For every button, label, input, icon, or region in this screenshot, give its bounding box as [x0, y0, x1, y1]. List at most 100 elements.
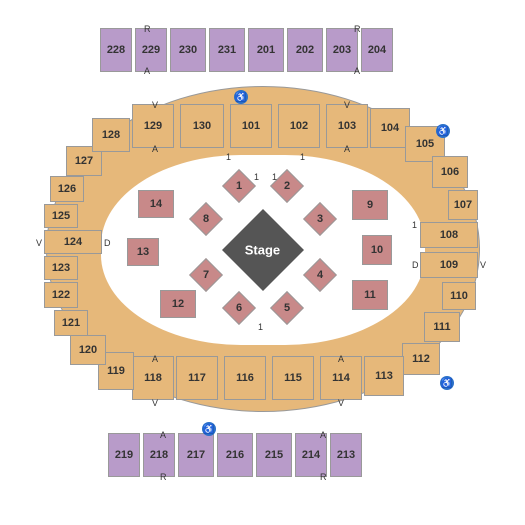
section-label: 121: [62, 317, 80, 329]
section-label: 114: [332, 372, 350, 384]
section-label: 130: [193, 120, 211, 132]
upper-section-230[interactable]: 230: [170, 28, 206, 72]
section-label: 14: [150, 198, 162, 210]
section-label: 122: [52, 289, 70, 301]
section-label: 116: [236, 372, 254, 384]
ring-section-130[interactable]: 130: [180, 104, 224, 148]
section-label: 109: [440, 259, 458, 271]
section-label: 128: [102, 129, 120, 141]
section-label: 228: [107, 44, 125, 56]
ring-section-107[interactable]: 107: [448, 190, 478, 220]
section-label: 129: [144, 120, 162, 132]
accessible-icon: ♿: [440, 376, 454, 390]
section-label: 102: [290, 120, 308, 132]
ring-section-101[interactable]: 101: [230, 104, 272, 148]
section-label: 202: [296, 44, 314, 56]
ring-section-108[interactable]: 108: [420, 222, 478, 248]
ring-section-110[interactable]: 110: [442, 282, 476, 310]
section-label: 10: [371, 244, 383, 256]
ring-section-116[interactable]: 116: [224, 356, 266, 400]
section-label: 215: [265, 449, 283, 461]
section-label: 106: [441, 166, 459, 178]
section-label: 124: [64, 236, 82, 248]
section-label: 229: [142, 44, 160, 56]
ring-section-112[interactable]: 112: [402, 343, 440, 375]
stage-label: Stage: [245, 243, 280, 258]
row-label: A: [152, 354, 158, 364]
ring-section-104[interactable]: 104: [370, 108, 410, 148]
ring-section-123[interactable]: 123: [44, 256, 78, 280]
row-label: A: [144, 66, 150, 76]
upper-section-217[interactable]: 217: [178, 433, 214, 477]
section-label: 126: [58, 183, 76, 195]
upper-section-229[interactable]: 229: [135, 28, 167, 72]
ring-section-113[interactable]: 113: [364, 356, 404, 396]
ring-section-102[interactable]: 102: [278, 104, 320, 148]
ring-section-120[interactable]: 120: [70, 335, 106, 365]
ring-section-117[interactable]: 117: [176, 356, 218, 400]
ring-section-129[interactable]: 129: [132, 104, 174, 148]
row-label: R: [354, 24, 361, 34]
section-label: 218: [150, 449, 168, 461]
upper-section-202[interactable]: 202: [287, 28, 323, 72]
ring-section-103[interactable]: 103: [326, 104, 368, 148]
accessible-icon: ♿: [436, 124, 450, 138]
row-label: R: [160, 472, 167, 482]
upper-section-201[interactable]: 201: [248, 28, 284, 72]
row-label: A: [344, 144, 350, 154]
ring-section-106[interactable]: 106: [432, 156, 468, 188]
row-label: V: [152, 398, 158, 408]
ring-section-122[interactable]: 122: [44, 282, 78, 308]
row-label: V: [344, 100, 350, 110]
section-label: 216: [226, 449, 244, 461]
section-label: 120: [79, 344, 97, 356]
ring-section-126[interactable]: 126: [50, 176, 84, 202]
row-label: 1: [226, 152, 231, 162]
upper-section-219[interactable]: 219: [108, 433, 140, 477]
section-label: 107: [454, 199, 472, 211]
floor-section-13[interactable]: 13: [127, 238, 159, 266]
row-label: 1: [412, 220, 417, 230]
row-label: V: [338, 398, 344, 408]
section-label: 12: [172, 298, 184, 310]
accessible-icon: ♿: [234, 90, 248, 104]
ring-section-125[interactable]: 125: [44, 204, 78, 228]
ring-section-124[interactable]: 124: [44, 230, 102, 254]
section-label: 104: [381, 122, 399, 134]
floor-section-12[interactable]: 12: [160, 290, 196, 318]
row-label: 1: [258, 322, 263, 332]
upper-section-228[interactable]: 228: [100, 28, 132, 72]
section-label: 9: [367, 199, 373, 211]
row-label: D: [104, 238, 111, 248]
section-label: 203: [333, 44, 351, 56]
upper-section-215[interactable]: 215: [256, 433, 292, 477]
upper-section-216[interactable]: 216: [217, 433, 253, 477]
upper-section-213[interactable]: 213: [330, 433, 362, 477]
ring-section-111[interactable]: 111: [424, 312, 460, 342]
upper-section-231[interactable]: 231: [209, 28, 245, 72]
ring-section-109[interactable]: 109: [420, 252, 478, 278]
ring-section-115[interactable]: 115: [272, 356, 314, 400]
ring-section-128[interactable]: 128: [92, 118, 130, 152]
section-label: 117: [188, 372, 206, 384]
section-label: 6: [236, 302, 242, 314]
upper-section-204[interactable]: 204: [361, 28, 393, 72]
upper-section-218[interactable]: 218: [143, 433, 175, 477]
floor-section-14[interactable]: 14: [138, 190, 174, 218]
floor-section-11[interactable]: 11: [352, 280, 388, 310]
section-label: 8: [203, 213, 209, 225]
row-label: R: [144, 24, 151, 34]
section-label: 105: [416, 138, 434, 150]
floor-section-9[interactable]: 9: [352, 190, 388, 220]
floor-section-10[interactable]: 10: [362, 235, 392, 265]
section-label: 108: [440, 229, 458, 241]
section-label: 11: [364, 289, 376, 301]
section-label: 123: [52, 262, 70, 274]
accessible-icon: ♿: [202, 422, 216, 436]
section-label: 113: [375, 370, 393, 382]
ring-section-121[interactable]: 121: [54, 310, 88, 336]
section-label: 231: [218, 44, 236, 56]
section-label: 103: [338, 120, 356, 132]
section-label: 119: [107, 365, 125, 377]
seating-chart: 1011021031041051061071081091101111121131…: [0, 0, 525, 525]
